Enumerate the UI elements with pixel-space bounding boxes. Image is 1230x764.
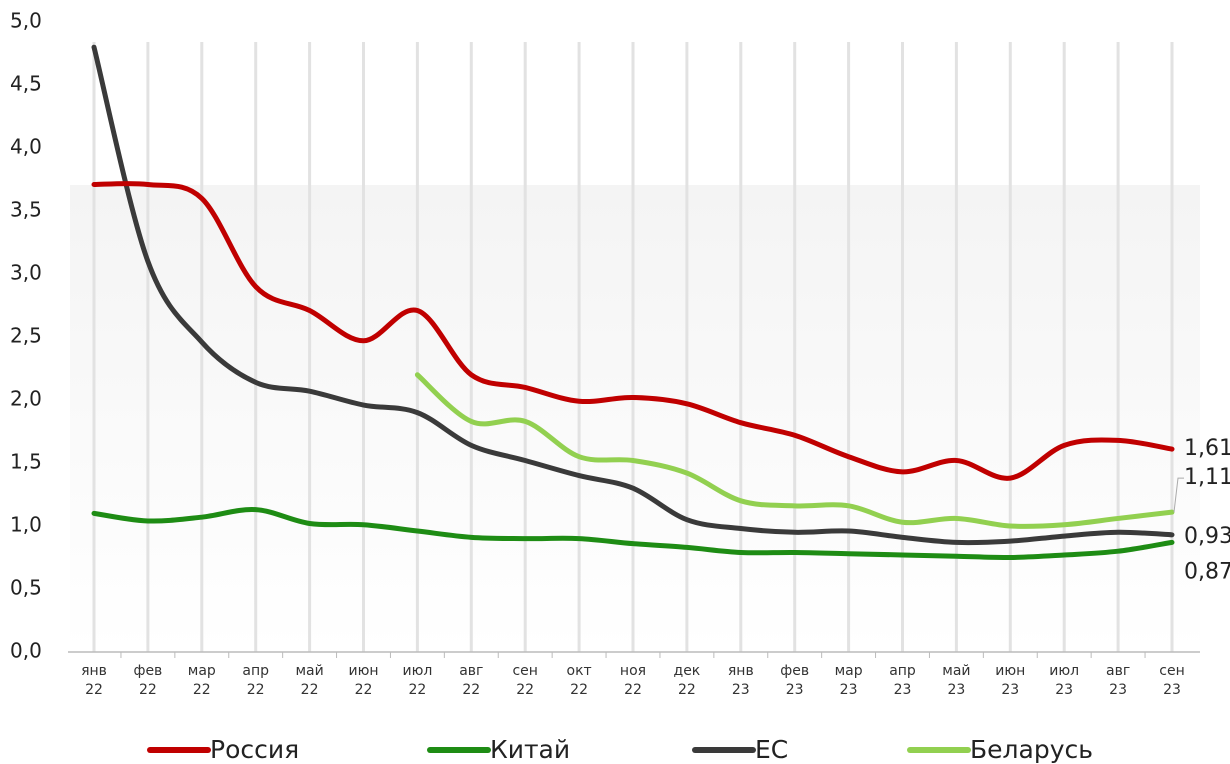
y-tick-label: 4,5 [10, 72, 42, 96]
x-tick-label: ноя 22 [619, 663, 647, 698]
y-tick-label: 4,0 [10, 135, 42, 159]
x-tick-label: фев 23 [780, 663, 810, 698]
x-tick-label: янв 22 [81, 663, 107, 698]
x-tick-label: апр 23 [889, 663, 916, 698]
legend-label: Россия [210, 735, 299, 764]
data-label: 1,61 [1184, 436, 1230, 461]
x-tick-label: сен 23 [1159, 663, 1185, 698]
series-line [91, 507, 1175, 561]
y-tick-label: 5,0 [10, 9, 42, 33]
x-tick-label: июл 22 [402, 663, 433, 698]
y-tick-label: 3,5 [10, 198, 42, 222]
legend-label: Беларусь [970, 735, 1093, 764]
x-tick-label: апр 22 [242, 663, 269, 698]
series-line [91, 181, 1175, 481]
y-tick-label: 2,5 [10, 324, 42, 348]
legend-label: Китай [490, 735, 570, 764]
x-tick-label: янв 23 [727, 663, 754, 698]
x-tick-label: июл 23 [1049, 663, 1080, 698]
x-tick-label: июн 22 [348, 663, 379, 698]
x-tick-label: сен 22 [512, 663, 538, 698]
x-tick-label: авг 22 [459, 663, 484, 698]
y-tick-label: 3,0 [10, 261, 42, 285]
data-label: 1,11 [1184, 465, 1230, 490]
y-tick-label: 1,5 [10, 450, 42, 474]
legend-label: ЕС [755, 735, 788, 764]
x-tick-label: авг 23 [1106, 663, 1131, 698]
y-tick-label: 1,0 [10, 513, 42, 537]
plot-background [70, 185, 1200, 652]
series-line [91, 44, 1175, 546]
y-tick-label: 2,0 [10, 387, 42, 411]
x-tick-label: фев 22 [133, 663, 163, 698]
label-leader [1173, 477, 1184, 513]
x-tick-label: мар 22 [187, 663, 216, 698]
y-tick-label: 0,5 [10, 576, 42, 600]
x-tick-label: май 22 [295, 663, 324, 698]
y-tick-label: 0,0 [10, 639, 42, 663]
data-label: 0,93 [1184, 524, 1230, 549]
x-tick-label: июн 23 [995, 663, 1026, 698]
x-tick-label: дек 22 [673, 663, 701, 698]
x-tick-label: май 23 [942, 663, 971, 698]
x-tick-label: мар 23 [834, 663, 863, 698]
data-label: 0,87 [1184, 559, 1230, 584]
x-tick-label: окт 22 [566, 663, 592, 698]
series-line [414, 372, 1175, 529]
